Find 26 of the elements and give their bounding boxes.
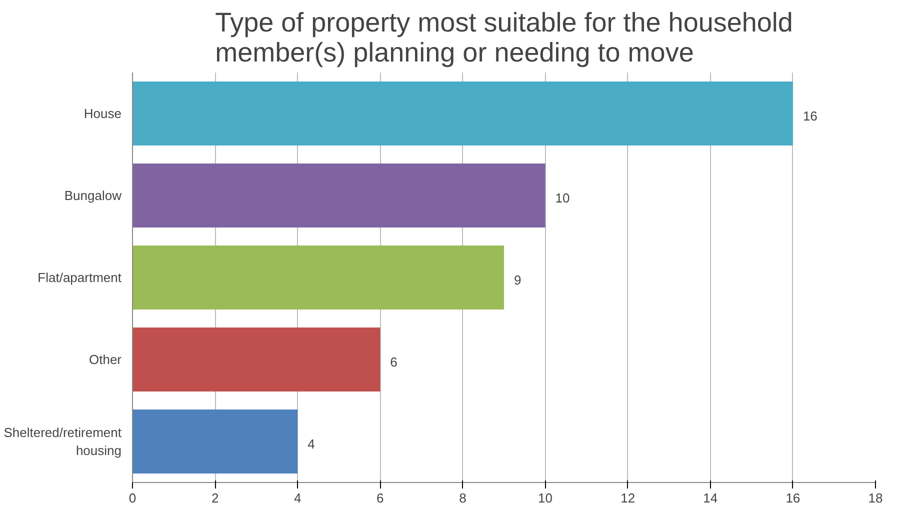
data-label: 16: [802, 108, 818, 124]
bar: [132, 164, 546, 228]
x-tick-label: 14: [703, 490, 718, 506]
x-tick-label: 0: [128, 490, 136, 506]
y-tick-label: Sheltered/retirement housing: [4, 425, 122, 458]
x-tick-label: 6: [376, 490, 384, 506]
bar: [132, 82, 793, 146]
data-label: 6: [390, 354, 398, 370]
x-tick-label: 16: [786, 490, 800, 506]
x-tick-label: 10: [538, 490, 553, 506]
bar: [132, 246, 504, 310]
bar: [132, 410, 298, 474]
y-tick-label: Flat/apartment: [38, 270, 122, 285]
y-tick-label: Other: [88, 352, 122, 367]
x-tick-label: 12: [620, 490, 636, 506]
y-tick-label: Bungalow: [64, 188, 122, 203]
x-tick-label: 4: [294, 490, 302, 506]
x-tick-label: 8: [459, 490, 466, 506]
data-label: 9: [514, 272, 522, 288]
bar: [132, 328, 380, 392]
chart-title: Type of property most suitable for the household member(s) planning or needing to move: [215, 8, 793, 68]
x-tick-label: 18: [868, 490, 883, 506]
x-tick-label: 2: [211, 490, 219, 506]
y-tick-label: House: [84, 106, 122, 121]
data-label: 10: [555, 190, 570, 206]
data-label: 4: [308, 436, 315, 452]
